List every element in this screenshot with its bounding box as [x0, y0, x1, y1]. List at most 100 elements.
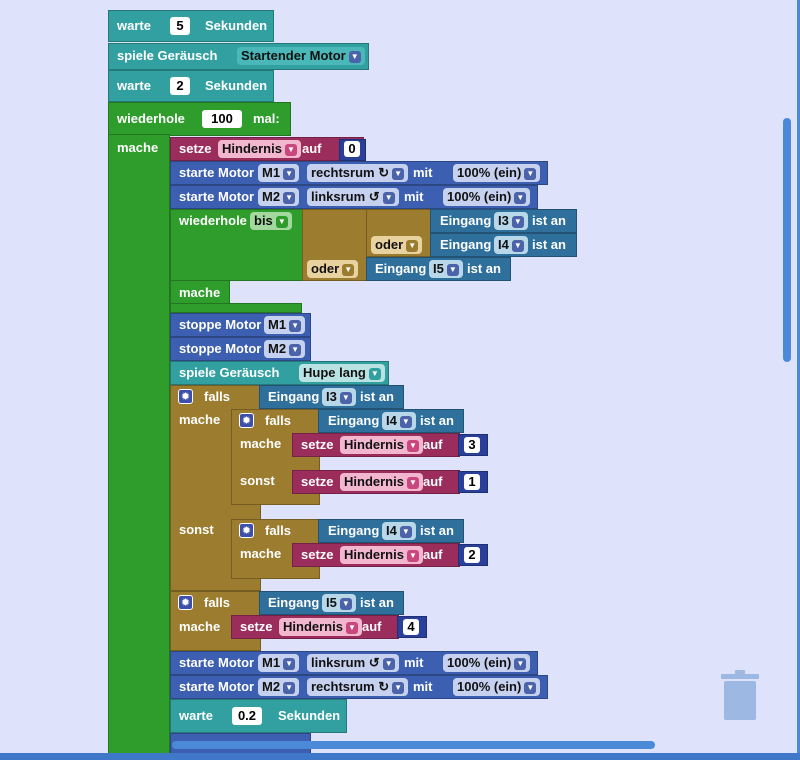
- wait-unit: Sekunden: [205, 78, 267, 94]
- repeat-until-do-label: mache: [179, 285, 220, 301]
- input-label: Eingang: [440, 237, 491, 253]
- start-motor-label: starte Motor: [179, 165, 254, 181]
- if-label: falls: [204, 595, 230, 611]
- chevron-down-icon: ▼: [283, 658, 295, 670]
- direction-dropdown[interactable]: rechtsrum ↻ ▼: [307, 678, 408, 696]
- to-label: auf: [423, 547, 443, 563]
- wait-seconds-input[interactable]: 0.2: [232, 707, 262, 725]
- wait-unit: Sekunden: [205, 18, 267, 34]
- gear-icon[interactable]: ✹: [239, 413, 254, 428]
- is-on-label: ist an: [532, 213, 566, 229]
- if-label: falls: [265, 413, 291, 429]
- power-dropdown[interactable]: 100% (ein) ▼: [443, 654, 530, 672]
- number-value[interactable]: 4: [403, 619, 419, 635]
- stop-motor-label: stoppe Motor: [179, 341, 261, 357]
- chevron-down-icon: ▼: [369, 368, 381, 380]
- chevron-down-icon: ▼: [289, 320, 301, 332]
- repeat-mode-dropdown[interactable]: bis ▼: [250, 212, 292, 230]
- if-label: falls: [204, 389, 230, 405]
- to-label: auf: [423, 474, 443, 490]
- motor-dropdown[interactable]: M2 ▼: [264, 340, 305, 358]
- chevron-down-icon: ▼: [289, 344, 301, 356]
- wait-seconds-input[interactable]: 2: [170, 77, 190, 95]
- is-on-label: ist an: [420, 523, 454, 539]
- sound-dropdown[interactable]: Hupe lang ▼: [299, 364, 385, 382]
- direction-dropdown[interactable]: rechtsrum ↻ ▼: [307, 164, 408, 182]
- or-dropdown[interactable]: oder ▼: [307, 260, 358, 278]
- input-dropdown[interactable]: I4 ▼: [382, 412, 416, 430]
- direction-dropdown[interactable]: linksrum ↺ ▼: [307, 188, 399, 206]
- with-label: mit: [413, 679, 433, 695]
- chevron-down-icon: ▼: [407, 440, 419, 452]
- wait-seconds-input[interactable]: 5: [170, 17, 190, 35]
- chevron-down-icon: ▼: [514, 658, 526, 670]
- vertical-scrollbar[interactable]: [783, 118, 791, 362]
- play-sound-label: spiele Geräusch: [179, 365, 279, 381]
- chevron-down-icon: ▼: [349, 51, 361, 63]
- direction-dropdown[interactable]: linksrum ↺ ▼: [307, 654, 399, 672]
- input-label: Eingang: [375, 261, 426, 277]
- chevron-down-icon: ▼: [512, 240, 524, 252]
- chevron-down-icon: ▼: [447, 264, 459, 276]
- number-value[interactable]: 2: [464, 547, 480, 563]
- input-dropdown[interactable]: I3 ▼: [322, 388, 356, 406]
- trash-icon[interactable]: [720, 670, 760, 722]
- motor-dropdown[interactable]: M1 ▼: [264, 316, 305, 334]
- input-dropdown[interactable]: I3 ▼: [494, 212, 528, 230]
- with-label: mit: [404, 655, 424, 671]
- chevron-down-icon: ▼: [383, 658, 395, 670]
- chevron-down-icon: ▼: [400, 526, 412, 538]
- if-else-label: sonst: [240, 473, 275, 489]
- number-value[interactable]: 0: [344, 141, 360, 157]
- power-dropdown[interactable]: 100% (ein) ▼: [443, 188, 530, 206]
- chevron-down-icon: ▼: [512, 216, 524, 228]
- if-else-label: sonst: [179, 522, 214, 538]
- input-dropdown[interactable]: I4 ▼: [382, 522, 416, 540]
- set-label: setze: [301, 474, 334, 490]
- chevron-down-icon: ▼: [406, 240, 418, 252]
- variable-dropdown[interactable]: Hindernis ▼: [340, 546, 423, 564]
- or-dropdown[interactable]: oder ▼: [371, 236, 422, 254]
- input-label: Eingang: [328, 523, 379, 539]
- power-dropdown[interactable]: 100% (ein) ▼: [453, 164, 540, 182]
- variable-dropdown[interactable]: Hindernis ▼: [340, 473, 423, 491]
- repeat-count-input[interactable]: 100: [202, 110, 242, 128]
- chevron-down-icon: ▼: [276, 216, 288, 228]
- chevron-down-icon: ▼: [392, 682, 404, 694]
- horizontal-scrollbar[interactable]: [172, 741, 655, 749]
- sound-dropdown[interactable]: Startender Motor ▼: [237, 47, 365, 65]
- wait-label: warte: [117, 78, 151, 94]
- gear-icon[interactable]: ✹: [178, 595, 193, 610]
- input-dropdown[interactable]: I4 ▼: [494, 236, 528, 254]
- if-do-label: mache: [179, 619, 220, 635]
- chevron-down-icon: ▼: [342, 264, 354, 276]
- input-dropdown[interactable]: I5 ▼: [322, 594, 356, 612]
- is-on-label: ist an: [420, 413, 454, 429]
- variable-dropdown[interactable]: Hindernis ▼: [218, 140, 301, 158]
- power-dropdown[interactable]: 100% (ein) ▼: [453, 678, 540, 696]
- play-sound-label: spiele Geräusch: [117, 48, 217, 64]
- number-value[interactable]: 1: [464, 474, 480, 490]
- wait-label: warte: [117, 18, 151, 34]
- with-label: mit: [413, 165, 433, 181]
- gear-icon[interactable]: ✹: [239, 523, 254, 538]
- variable-dropdown[interactable]: Hindernis ▼: [279, 618, 362, 636]
- to-label: auf: [302, 141, 322, 157]
- wait-unit: Sekunden: [278, 708, 340, 724]
- motor-dropdown[interactable]: M1 ▼: [258, 164, 299, 182]
- is-on-label: ist an: [467, 261, 501, 277]
- repeat-until-label: wiederhole: [179, 213, 247, 229]
- input-dropdown[interactable]: I5 ▼: [429, 260, 463, 278]
- chevron-down-icon: ▼: [283, 168, 295, 180]
- variable-dropdown[interactable]: Hindernis ▼: [340, 436, 423, 454]
- wait-label: warte: [179, 708, 213, 724]
- motor-dropdown[interactable]: M2 ▼: [258, 678, 299, 696]
- motor-dropdown[interactable]: M2 ▼: [258, 188, 299, 206]
- motor-dropdown[interactable]: M1 ▼: [258, 654, 299, 672]
- set-label: setze: [301, 437, 334, 453]
- is-on-label: ist an: [360, 595, 394, 611]
- gear-icon[interactable]: ✹: [178, 389, 193, 404]
- number-value[interactable]: 3: [464, 437, 480, 453]
- start-motor-label: starte Motor: [179, 679, 254, 695]
- chevron-down-icon: ▼: [340, 598, 352, 610]
